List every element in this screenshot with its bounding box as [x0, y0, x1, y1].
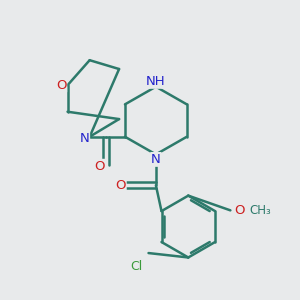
Text: O: O [95, 160, 105, 173]
Text: NH: NH [146, 75, 166, 88]
Text: O: O [235, 204, 245, 217]
Text: N: N [151, 153, 161, 166]
Text: CH₃: CH₃ [250, 204, 271, 217]
Text: N: N [80, 132, 89, 145]
Text: Cl: Cl [130, 260, 143, 273]
Text: O: O [115, 179, 126, 192]
Text: O: O [56, 79, 66, 92]
